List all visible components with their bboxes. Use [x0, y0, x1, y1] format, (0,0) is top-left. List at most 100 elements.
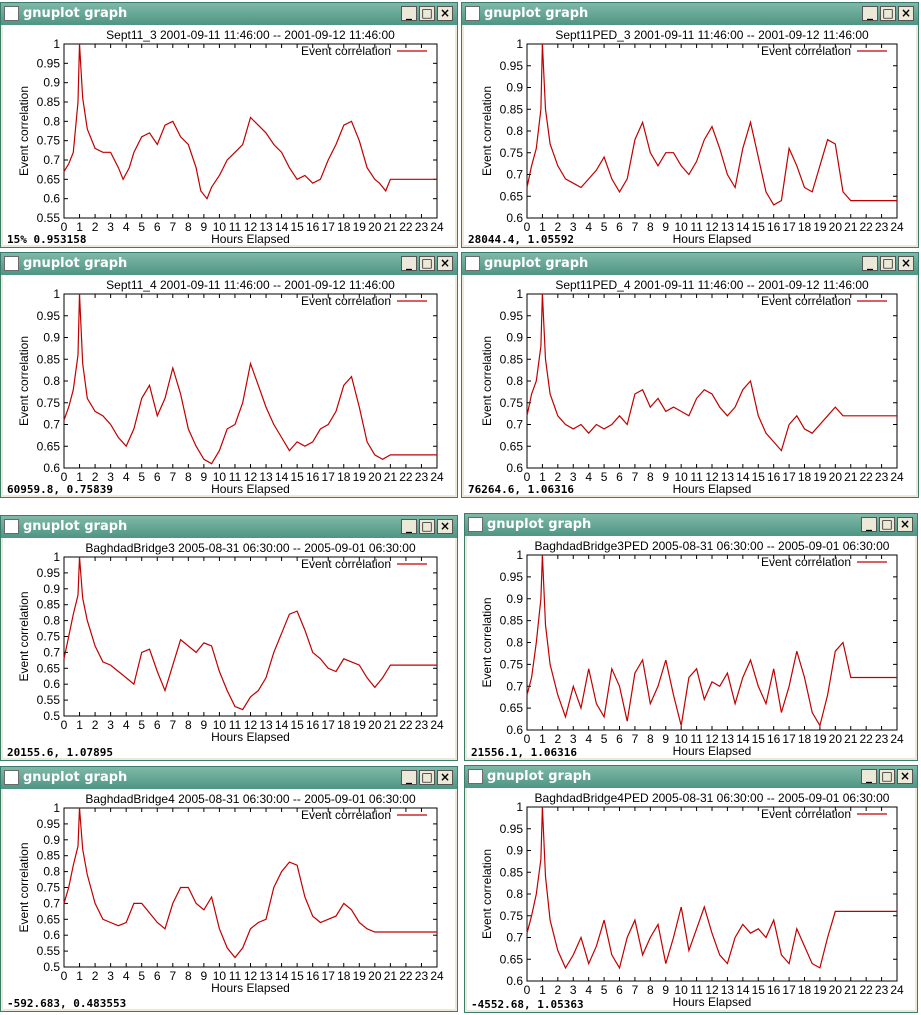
plot-svg: BaghdadBridge4PED 2005-08-31 06:30:00 --…: [480, 791, 904, 1009]
maximize-button[interactable]: □: [880, 6, 896, 21]
minimize-button[interactable]: _: [401, 6, 417, 21]
title-bar[interactable]: gnuplot graph _ □ ×: [465, 766, 917, 788]
minimize-button[interactable]: _: [862, 256, 878, 271]
y-tick-label: 0.5: [43, 709, 60, 723]
x-tick-label: 12: [244, 718, 258, 732]
minimize-button[interactable]: _: [862, 6, 878, 21]
maximize-button[interactable]: □: [880, 256, 896, 271]
x-tick-label: 15: [752, 220, 766, 234]
x-tick-label: 17: [782, 732, 796, 746]
x-tick-label: 13: [721, 732, 735, 746]
maximize-button[interactable]: □: [419, 519, 435, 534]
x-tick-label: 18: [798, 220, 812, 234]
maximize-button[interactable]: □: [879, 517, 895, 532]
title-bar[interactable]: gnuplot graph _ □ ×: [462, 253, 918, 275]
window-title: gnuplot graph: [487, 769, 592, 784]
y-tick-label: 0.8: [506, 374, 523, 388]
chart-title: BaghdadBridge4 2005-08-31 06:30:00 -- 20…: [85, 792, 416, 806]
x-tick-label: 23: [415, 718, 429, 732]
x-tick-label: 6: [616, 220, 623, 234]
x-tick-label: 9: [201, 718, 208, 732]
y-tick-label: 0.7: [506, 679, 523, 693]
gnuplot-window[interactable]: gnuplot graph _ □ × Sept11PED_4 2001-09-11 1…: [461, 252, 919, 498]
x-tick-label: 16: [306, 969, 320, 983]
x-tick-label: 18: [337, 969, 351, 983]
y-tick-label: 0.7: [43, 645, 60, 659]
maximize-button[interactable]: □: [419, 6, 435, 21]
maximize-button[interactable]: □: [879, 769, 895, 784]
gnuplot-window[interactable]: gnuplot graph _ □ × BaghdadBridge4PED 2005-0…: [464, 765, 918, 1013]
gnuplot-window[interactable]: gnuplot graph _ □ × BaghdadBridge3PED 2005-0…: [464, 513, 918, 761]
x-tick-label: 10: [213, 220, 227, 234]
title-bar[interactable]: gnuplot graph _ □ ×: [465, 514, 917, 536]
x-tick-label: 8: [647, 732, 654, 746]
y-tick-label: 0.65: [500, 952, 524, 966]
x-tick-label: 0: [524, 983, 531, 997]
y-tick-label: 0.9: [506, 81, 523, 95]
close-button[interactable]: ×: [437, 6, 453, 21]
plot-frame: [63, 556, 438, 717]
y-tick-label: 0.7: [506, 418, 523, 432]
x-tick-label: 3: [107, 220, 114, 234]
x-tick-label: 22: [859, 983, 873, 997]
maximize-button[interactable]: □: [419, 256, 435, 271]
y-tick-label: 1: [53, 37, 60, 51]
x-tick-label: 21: [844, 470, 858, 484]
close-button[interactable]: ×: [898, 6, 914, 21]
close-button[interactable]: ×: [897, 517, 913, 532]
title-bar[interactable]: gnuplot graph _ □ ×: [1, 767, 457, 789]
title-bar[interactable]: gnuplot graph _ □ ×: [1, 253, 457, 275]
x-tick-label: 9: [201, 220, 208, 234]
close-button[interactable]: ×: [897, 769, 913, 784]
x-tick-label: 10: [674, 470, 688, 484]
x-tick-label: 15: [752, 732, 766, 746]
title-bar[interactable]: gnuplot graph _ □ ×: [462, 3, 918, 25]
minimize-button[interactable]: _: [861, 517, 877, 532]
y-tick-label: 0.8: [506, 124, 523, 138]
y-tick-label: 0.8: [43, 865, 60, 879]
x-tick-label: 15: [290, 470, 304, 484]
x-tick-label: 12: [705, 983, 719, 997]
y-axis-label: Event correlation: [17, 86, 31, 176]
minimize-button[interactable]: _: [401, 770, 417, 785]
gnuplot-window[interactable]: gnuplot graph _ □ × Sept11_4 2001-09-11 11:4…: [0, 252, 458, 498]
close-button[interactable]: ×: [437, 770, 453, 785]
y-tick-label: 0.9: [506, 331, 523, 345]
y-tick-label: 0.9: [43, 331, 60, 345]
title-bar[interactable]: gnuplot graph _ □ ×: [1, 3, 457, 25]
mouse-coordinate-readout: 21556.1, 1.06316: [471, 746, 577, 759]
x-tick-label: 23: [875, 732, 889, 746]
x-tick-label: 20: [829, 983, 843, 997]
legend-label: Event correlation: [301, 294, 391, 308]
title-bar[interactable]: gnuplot graph _ □ ×: [1, 516, 457, 538]
gnuplot-window[interactable]: gnuplot graph _ □ × Sept11_3 2001-09-11 11:4…: [0, 2, 458, 248]
y-tick-label: 1: [53, 801, 60, 815]
x-tick-label: 12: [244, 220, 258, 234]
y-tick-label: 0.8: [43, 374, 60, 388]
maximize-button[interactable]: □: [419, 770, 435, 785]
y-axis-label: Event correlation: [480, 597, 494, 687]
close-button[interactable]: ×: [437, 519, 453, 534]
plot-frame: [526, 554, 898, 731]
x-tick-label: 7: [632, 983, 639, 997]
x-tick-label: 3: [107, 470, 114, 484]
close-button[interactable]: ×: [437, 256, 453, 271]
minimize-button[interactable]: _: [401, 256, 417, 271]
x-tick-label: 2: [92, 470, 99, 484]
x-axis-label: Hours Elapsed: [673, 482, 752, 496]
x-tick-label: 17: [782, 220, 796, 234]
minimize-button[interactable]: _: [861, 769, 877, 784]
x-tick-label: 11: [229, 470, 242, 484]
x-tick-label: 19: [353, 969, 367, 983]
minimize-button[interactable]: _: [401, 519, 417, 534]
gnuplot-window[interactable]: gnuplot graph _ □ × BaghdadBridge3 2005-08-3…: [0, 515, 458, 761]
x-tick-label: 13: [721, 470, 735, 484]
y-tick-label: 0.75: [37, 881, 61, 895]
y-tick-label: 0.85: [500, 865, 524, 879]
x-tick-label: 22: [399, 718, 413, 732]
gnuplot-window[interactable]: gnuplot graph _ □ × BaghdadBridge4 2005-08-3…: [0, 766, 458, 1012]
close-button[interactable]: ×: [898, 256, 914, 271]
gnuplot-window[interactable]: gnuplot graph _ □ × Sept11PED_3 2001-09-11 1…: [461, 2, 919, 248]
x-tick-label: 17: [322, 470, 336, 484]
plot-frame: [63, 43, 438, 219]
